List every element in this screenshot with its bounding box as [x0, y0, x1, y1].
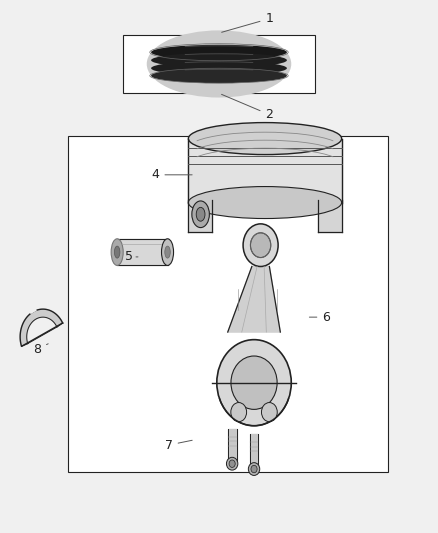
Text: 5: 5: [125, 251, 138, 263]
Ellipse shape: [188, 123, 342, 155]
Ellipse shape: [151, 68, 287, 83]
Text: 4: 4: [152, 168, 192, 181]
Ellipse shape: [188, 187, 342, 219]
Ellipse shape: [111, 239, 123, 265]
Ellipse shape: [251, 233, 271, 257]
Text: 1: 1: [222, 12, 273, 33]
Ellipse shape: [151, 45, 287, 60]
Polygon shape: [188, 200, 212, 232]
Ellipse shape: [217, 340, 291, 426]
Polygon shape: [228, 266, 280, 332]
Ellipse shape: [151, 61, 287, 76]
Text: 2: 2: [222, 94, 273, 121]
Text: 6: 6: [309, 311, 330, 324]
Ellipse shape: [162, 239, 173, 265]
Polygon shape: [117, 239, 167, 265]
Ellipse shape: [248, 463, 260, 475]
Bar: [68, 136, 388, 472]
Ellipse shape: [196, 207, 205, 221]
Ellipse shape: [229, 460, 235, 467]
Bar: [123, 35, 315, 93]
Ellipse shape: [114, 246, 120, 258]
Polygon shape: [188, 139, 342, 203]
Polygon shape: [250, 434, 258, 466]
Ellipse shape: [192, 201, 209, 228]
Ellipse shape: [165, 246, 170, 258]
Ellipse shape: [147, 30, 291, 98]
Polygon shape: [20, 309, 63, 346]
Ellipse shape: [226, 457, 238, 470]
Polygon shape: [228, 429, 237, 461]
Text: 8: 8: [33, 343, 48, 356]
Ellipse shape: [231, 402, 247, 422]
Polygon shape: [30, 309, 36, 313]
Ellipse shape: [231, 356, 277, 409]
Ellipse shape: [243, 224, 278, 266]
Ellipse shape: [261, 402, 277, 422]
Ellipse shape: [151, 53, 287, 68]
Polygon shape: [318, 200, 342, 232]
Ellipse shape: [251, 465, 257, 473]
Text: 7: 7: [165, 439, 192, 451]
